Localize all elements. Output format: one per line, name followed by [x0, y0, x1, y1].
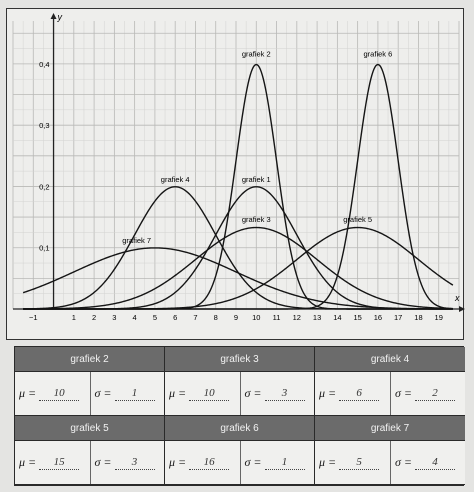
table-header-grafiek-3: grafiek 3: [165, 347, 315, 372]
x-axis-arrow: [459, 306, 465, 312]
parameter-table: grafiek 2 grafiek 3 grafiek 4 μ = 10 σ = 1…: [14, 346, 465, 486]
x-tick-label: 3: [112, 313, 116, 322]
mu-symbol: μ =: [19, 386, 37, 400]
x-tick-label: 12: [293, 313, 301, 322]
label-grafiek-5: grafiek 5: [343, 215, 372, 224]
mu-symbol: μ =: [319, 455, 337, 469]
mu-answer: 6: [339, 387, 380, 401]
mu-answer: 10: [189, 387, 230, 401]
sigma-cell: σ = 1: [89, 372, 165, 415]
x-axis-label: x: [454, 293, 460, 303]
x-tick-label: 18: [414, 313, 422, 322]
x-tick-label: 5: [153, 313, 157, 322]
x-tick-label: 11: [273, 313, 281, 322]
mu-symbol: μ =: [169, 455, 187, 469]
normal-distribution-chart: xy −1 1 2 3 4 5 6 7 8 9 10 11 12 13 14 15 16 17 18 190,10,2…: [12, 12, 465, 322]
curve-labels: grafiek 1 grafiek 2 grafiek 3 grafiek 4 graf…: [122, 50, 392, 245]
mu-symbol: μ =: [19, 455, 37, 469]
mu-answer: 16: [189, 456, 230, 470]
curve-grafiek-6: [23, 63, 453, 310]
sigma-cell: σ = 3: [89, 441, 165, 484]
x-tick-label: 16: [374, 313, 382, 322]
sigma-answer: 2: [415, 387, 456, 401]
label-grafiek-3: grafiek 3: [242, 215, 271, 224]
x-tick-label: 10: [252, 313, 260, 322]
sigma-answer: 3: [264, 387, 305, 401]
label-grafiek-2: grafiek 2: [242, 50, 271, 59]
sigma-answer: 1: [264, 456, 305, 470]
sigma-symbol: σ =: [94, 455, 112, 469]
label-grafiek-6: grafiek 6: [364, 50, 393, 59]
table-header-grafiek-5: grafiek 5: [15, 416, 165, 441]
table-values-grafiek-7: μ = 5 σ = 4: [315, 441, 465, 485]
x-tick-label: 2: [92, 313, 96, 322]
mu-cell: μ = 10: [15, 372, 90, 415]
table-header-grafiek-2: grafiek 2: [15, 347, 165, 372]
x-tick-label: 6: [173, 313, 177, 322]
x-tick-label: 8: [214, 313, 218, 322]
table-values-grafiek-4: μ = 6 σ = 2: [315, 372, 465, 416]
x-tick-label: 1: [72, 313, 76, 322]
x-tick-label: 14: [333, 313, 341, 322]
mu-cell: μ = 10: [165, 372, 240, 415]
sigma-cell: σ = 4: [390, 441, 465, 484]
tick-labels: −1 1 2 3 4 5 6 7 8 9 10 11 12 13 14 15 16 17 18 190,10,20,3…: [29, 60, 443, 322]
y-tick-label: 0,1: [39, 244, 49, 253]
y-tick-label: 0,3: [39, 121, 49, 130]
x-tick-label: 17: [394, 313, 402, 322]
sigma-symbol: σ =: [94, 386, 112, 400]
sigma-answer: 1: [114, 387, 155, 401]
curve-grafiek-3: [23, 226, 453, 310]
table-header-grafiek-7: grafiek 7: [315, 416, 465, 441]
mu-answer: 15: [39, 456, 80, 470]
mu-cell: μ = 5: [315, 441, 390, 484]
x-tick-label: −1: [29, 313, 38, 322]
sigma-answer: 3: [114, 456, 155, 470]
x-tick-label: 9: [234, 313, 238, 322]
table-values-grafiek-2: μ = 10 σ = 1: [15, 372, 165, 416]
label-grafiek-1: grafiek 1: [242, 175, 271, 184]
mu-answer: 5: [339, 456, 380, 470]
mu-answer: 10: [39, 387, 80, 401]
x-tick-label: 15: [353, 313, 361, 322]
mu-cell: μ = 6: [315, 372, 390, 415]
sigma-cell: σ = 1: [239, 441, 315, 484]
sigma-symbol: σ =: [244, 386, 262, 400]
y-tick-label: 0,4: [39, 60, 49, 69]
table-header-grafiek-6: grafiek 6: [165, 416, 315, 441]
mu-symbol: μ =: [319, 386, 337, 400]
sigma-answer: 4: [415, 456, 456, 470]
mu-cell: μ = 16: [165, 441, 240, 484]
sigma-symbol: σ =: [244, 455, 262, 469]
y-axis-arrow: [50, 13, 57, 19]
label-grafiek-4: grafiek 4: [161, 175, 190, 184]
table-values-grafiek-3: μ = 10 σ = 3: [165, 372, 315, 416]
x-tick-label: 19: [435, 313, 443, 322]
mu-cell: μ = 15: [15, 441, 90, 484]
x-tick-label: 7: [193, 313, 197, 322]
x-tick-label: 4: [133, 313, 137, 322]
sigma-cell: σ = 2: [390, 372, 465, 415]
sigma-symbol: σ =: [395, 386, 413, 400]
curve-grafiek-7: [22, 247, 453, 310]
grid: [12, 21, 460, 310]
label-grafiek-7: grafiek 7: [122, 236, 151, 245]
y-axis-label: y: [57, 12, 63, 22]
table-values-grafiek-6: μ = 16 σ = 1: [165, 441, 315, 485]
sigma-cell: σ = 3: [239, 372, 315, 415]
sigma-symbol: σ =: [395, 455, 413, 469]
table-header-grafiek-4: grafiek 4: [315, 347, 465, 372]
x-tick-label: 13: [313, 313, 321, 322]
curves: [22, 63, 454, 310]
mu-symbol: μ =: [169, 386, 187, 400]
y-tick-label: 0,2: [39, 182, 49, 191]
table-values-grafiek-5: μ = 15 σ = 3: [15, 441, 165, 485]
axes: xy: [13, 12, 465, 312]
